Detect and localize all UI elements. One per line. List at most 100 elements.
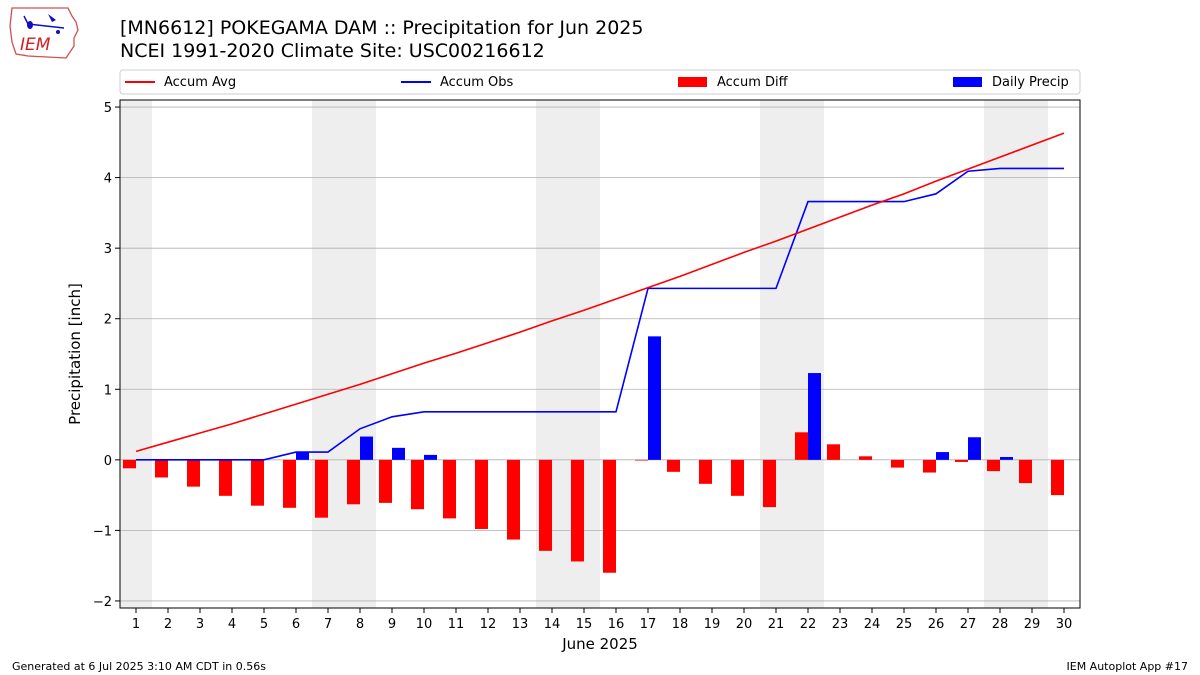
x-tick-label: 21	[768, 617, 785, 632]
footer-app: IEM Autoplot App #17	[1066, 660, 1189, 673]
y-tick-label: 1	[104, 383, 112, 398]
accum-diff-bar	[827, 444, 840, 460]
accum-diff-bar	[891, 459, 904, 468]
accum-diff-bar	[955, 459, 968, 462]
legend-daily-precip-label: Daily Precip	[992, 75, 1069, 90]
x-tick-label: 20	[736, 617, 753, 632]
daily-precip-bar	[936, 452, 949, 460]
x-tick-label: 18	[672, 617, 689, 632]
legend-accum-obs: Accum Obs	[401, 75, 513, 90]
accum-diff-bar	[475, 459, 488, 529]
plot-frame	[119, 99, 1081, 609]
accum-avg-line	[135, 132, 1065, 453]
weekend-band	[984, 100, 1016, 608]
x-tick-label: 29	[1024, 617, 1041, 632]
x-tick-label: 12	[480, 617, 497, 632]
accum-diff-bar	[923, 459, 936, 473]
x-tick-label: 17	[640, 617, 657, 632]
legend-daily-precip-swatch	[953, 77, 982, 87]
daily-precip-bar	[296, 452, 309, 460]
accum-diff-bar	[539, 459, 552, 551]
x-tick-label: 19	[704, 617, 721, 632]
accum-diff-bar	[219, 459, 232, 496]
x-tick-label: 27	[960, 617, 977, 632]
x-tick-label: 25	[896, 617, 913, 632]
x-tick-label: 5	[260, 617, 268, 632]
x-tick-label: 4	[228, 617, 236, 632]
weekend-band	[120, 100, 152, 608]
legend-accum-diff-swatch	[678, 77, 707, 87]
weekend-band	[760, 100, 792, 608]
y-tick-label: 3	[104, 242, 112, 257]
accum-diff-bar	[507, 459, 520, 540]
x-tick-label: 3	[196, 617, 204, 632]
legend-accum-diff: Accum Diff	[678, 75, 789, 90]
accum-diff-bar	[763, 459, 776, 508]
accum-diff-bar	[187, 459, 200, 487]
x-tick-label: 24	[864, 617, 881, 632]
accum-diff-bar	[571, 459, 584, 562]
weekend-band	[792, 100, 824, 608]
accum-diff-bar	[379, 459, 392, 503]
x-tick-label: 13	[512, 617, 529, 632]
weekend-band	[344, 100, 376, 608]
accum-diff-bar	[251, 459, 264, 506]
x-tick-label: 7	[324, 617, 332, 632]
accum-diff-bar	[795, 432, 808, 460]
accum-diff-bar	[731, 459, 744, 496]
accum-diff-bar	[987, 459, 1000, 472]
y-tick-label: 5	[104, 101, 112, 116]
x-tick-label: 10	[416, 617, 433, 632]
daily-precip-bar	[360, 436, 373, 460]
accum-diff-bar	[667, 459, 680, 472]
accum-obs-line	[136, 167, 1064, 461]
chart-subtitle: NCEI 1991-2020 Climate Site: USC00216612	[120, 40, 545, 62]
footer-generated: Generated at 6 Jul 2025 3:10 AM CDT in 0…	[12, 660, 266, 673]
x-axis-label: June 2025	[561, 635, 638, 653]
x-tick-label: 6	[292, 617, 300, 632]
y-tick-label: 2	[104, 313, 112, 328]
daily-precip-bar	[1000, 457, 1013, 460]
accum-diff-bar	[283, 459, 296, 508]
y-tick-label: −2	[93, 595, 112, 610]
legend-box	[119, 69, 1081, 95]
x-tick-label: 22	[800, 617, 817, 632]
accum-diff-bar	[1019, 459, 1032, 484]
weekend-band	[312, 100, 344, 608]
x-tick-label: 8	[356, 617, 364, 632]
iem-logo: IEM	[9, 7, 79, 59]
legend: Accum Avg Accum Obs Accum Diff Daily Precip	[119, 69, 1081, 95]
x-tick-label: 9	[388, 617, 396, 632]
accum-diff-bar	[603, 459, 616, 573]
x-tick-label: 16	[608, 617, 625, 632]
logo-text: IEM	[20, 35, 51, 55]
y-tick-label: −1	[93, 524, 112, 539]
accum-diff-bar	[155, 459, 168, 478]
x-tick-label: 26	[928, 617, 945, 632]
accum-diff-bar	[443, 459, 456, 519]
legend-accum-avg-label: Accum Avg	[164, 75, 236, 90]
daily-precip-bar	[968, 437, 981, 460]
accum-diff-bar	[635, 459, 648, 461]
y-tick-label: 4	[104, 172, 112, 187]
weekend-band	[1016, 100, 1048, 608]
chart-title: [MN6612] POKEGAMA DAM :: Precipitation f…	[120, 17, 644, 39]
accum-diff-bar	[123, 459, 136, 469]
accum-diff-bar	[315, 459, 328, 518]
accum-diff-bar	[699, 459, 712, 484]
legend-accum-avg: Accum Avg	[125, 75, 236, 90]
daily-precip-bar	[392, 447, 405, 460]
y-axis-label: Precipitation [inch]	[66, 283, 84, 425]
x-tick-label: 14	[544, 617, 561, 632]
legend-daily-precip: Daily Precip	[953, 75, 1069, 90]
x-tick-label: 2	[164, 617, 172, 632]
y-tick-label: 0	[104, 454, 112, 469]
accum-diff-bar	[1051, 459, 1064, 496]
x-tick-label: 11	[448, 617, 465, 632]
x-tick-label: 15	[576, 617, 593, 632]
accum-diff-bar	[859, 456, 872, 460]
accum-diff-bar	[347, 459, 360, 505]
x-tick-label: 28	[992, 617, 1009, 632]
